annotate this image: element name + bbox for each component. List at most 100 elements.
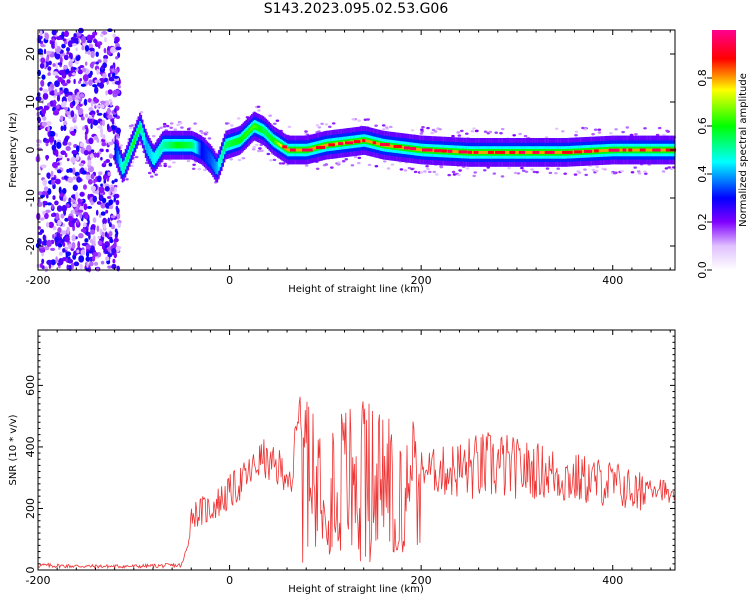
noise-speck (47, 72, 51, 76)
ridge-halo-speck (523, 134, 528, 138)
ridge-halo-speck (337, 161, 341, 164)
ridge-cell (131, 143, 134, 147)
noise-speck (56, 94, 61, 102)
ridge-halo-speck (520, 166, 524, 170)
noise-speck (114, 89, 120, 95)
noise-speck (46, 202, 52, 206)
noise-speck (94, 86, 99, 94)
noise-speck (46, 50, 52, 55)
ridge-halo-speck (545, 167, 550, 170)
ridge-halo-speck (176, 123, 180, 127)
noise-speck (92, 195, 98, 203)
noise-speck (92, 84, 98, 88)
ridge-cell (225, 143, 227, 147)
noise-speck (63, 65, 68, 70)
ridge-cell (176, 143, 178, 147)
ridge-cell (179, 143, 181, 147)
noise-speck (39, 217, 45, 221)
noise-speck (42, 200, 48, 205)
ridge-cell (190, 143, 193, 147)
noise-speck (59, 56, 63, 64)
ridge-cell (177, 143, 180, 147)
ridge-halo-speck (163, 162, 167, 166)
spectrogram-y-ticks: -20 -10 0 10 20 (24, 29, 675, 271)
noise-speck (105, 90, 108, 96)
ridge-cell (370, 140, 372, 144)
noise-speck (78, 66, 81, 70)
ridge-cell (198, 147, 200, 150)
colorbar: 0.0 0.2 0.4 0.6 0.8 Normalized spectral ampl… (696, 30, 749, 279)
ridge-halo-speck (304, 130, 308, 133)
ridge-cell (187, 143, 190, 147)
ridge-halo-speck (595, 165, 600, 169)
ridge-cell (248, 129, 250, 133)
noise-speck (41, 98, 45, 105)
ridge-cell (262, 129, 265, 132)
noise-speck (107, 89, 113, 95)
noise-speck (102, 119, 105, 127)
x-tick-label: 0 (226, 274, 233, 287)
ridge-cell (646, 148, 648, 152)
ridge-cell (601, 149, 604, 152)
ridge-cell (633, 148, 635, 152)
noise-speck (50, 170, 54, 177)
ridge-halo-speck (465, 132, 469, 135)
noise-speck (64, 235, 70, 243)
ridge-halo-speck (167, 165, 172, 168)
noise-speck (97, 235, 101, 240)
ridge-cell (297, 148, 299, 152)
noise-speck (100, 104, 105, 109)
noise-speck (78, 233, 84, 239)
ridge-cell (195, 145, 197, 149)
ridge-peak (509, 150, 516, 154)
noise-speck (96, 175, 102, 183)
noise-speck (62, 100, 67, 107)
noise-speck (88, 47, 95, 52)
noise-speck (101, 231, 105, 238)
ridge-cell (150, 153, 153, 157)
noise-speck (44, 212, 49, 220)
noise-speck (88, 137, 94, 145)
noise-speck (87, 73, 92, 79)
noise-speck (93, 178, 96, 184)
noise-speck (49, 130, 55, 137)
ridge-halo-speck (425, 165, 429, 168)
noise-speck (83, 203, 88, 211)
ridge-cell (139, 125, 141, 129)
ridge-halo-speck (254, 143, 259, 147)
ridge-halo-speck (317, 130, 321, 133)
ridge-halo-speck (273, 122, 277, 126)
y-tick-label: -20 (24, 237, 37, 255)
y-tick-label: -10 (24, 189, 37, 207)
ridge-halo-speck (407, 166, 412, 170)
noise-speck (52, 71, 59, 76)
noise-speck (114, 108, 117, 113)
ridge-halo-speck (357, 161, 361, 165)
noise-speck (45, 155, 49, 161)
ridge-cell (242, 135, 245, 139)
ridge-cell (238, 139, 240, 143)
ridge-cell (162, 144, 164, 148)
colorbar-tick-label: 0.6 (696, 117, 709, 135)
noise-speck (62, 140, 68, 146)
noise-speck (41, 190, 48, 196)
ridge-halo-speck (381, 124, 386, 127)
noise-speck (108, 77, 114, 82)
ridge-cell (529, 151, 532, 154)
noise-speck (88, 115, 92, 119)
ridge-cell (259, 127, 262, 131)
noise-speck (112, 72, 116, 77)
ridge-cell (531, 151, 533, 154)
ridge-halo-speck (252, 148, 256, 151)
noise-speck (85, 251, 90, 258)
noise-speck (94, 79, 100, 84)
noise-speck (115, 246, 120, 253)
noise-speck (67, 141, 72, 146)
ridge-halo-speck (324, 123, 329, 126)
noise-speck (103, 77, 108, 83)
ridge-halo-speck (390, 163, 395, 166)
ridge-cell (235, 140, 237, 144)
noise-speck (88, 107, 94, 112)
ridge-cell (390, 144, 393, 148)
x-tick-label: -200 (26, 574, 51, 587)
